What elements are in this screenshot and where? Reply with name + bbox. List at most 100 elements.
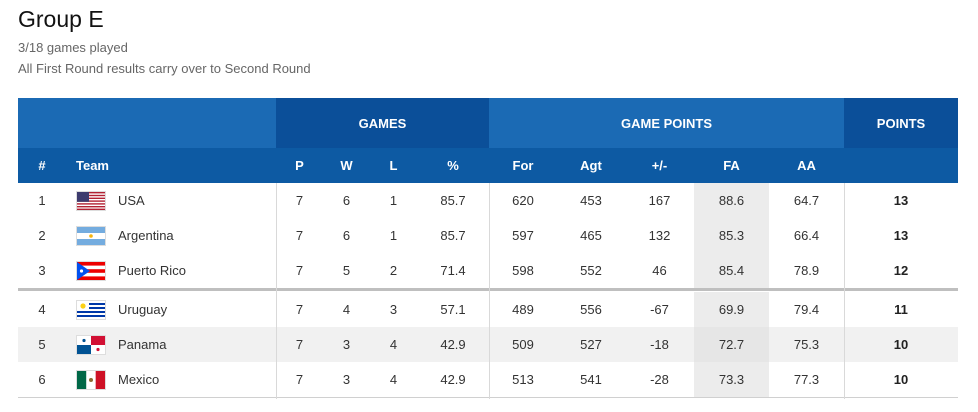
p-cell: 7 <box>295 193 304 208</box>
team-cell[interactable]: Panama <box>76 327 276 362</box>
p-cell: 7 <box>295 228 304 243</box>
col-fa[interactable]: FA <box>723 158 740 173</box>
rank-cell: 2 <box>38 228 46 243</box>
divider-points-left <box>844 183 845 399</box>
l-cell: 1 <box>389 228 398 243</box>
divider-games-left <box>276 183 277 399</box>
team-name: Argentina <box>118 228 174 243</box>
l-cell: 1 <box>389 193 398 208</box>
fa-cell: 85.4 <box>694 253 769 288</box>
rank-cell: 4 <box>38 302 46 317</box>
w-cell: 6 <box>342 228 351 243</box>
table-row[interactable]: 1 USA 7 6 1 85.7 620 453 167 88.6 64.7 1… <box>18 183 958 218</box>
header-games: GAMES <box>276 98 489 148</box>
carry-over-note: All First Round results carry over to Se… <box>18 61 311 76</box>
p-cell: 7 <box>295 302 304 317</box>
col-agt[interactable]: Agt <box>580 158 602 173</box>
agt-cell: 552 <box>580 263 602 278</box>
team-cell[interactable]: Uruguay <box>76 292 276 327</box>
panama-flag-icon <box>76 334 106 355</box>
aa-cell: 78.9 <box>793 263 820 278</box>
agt-cell: 541 <box>580 372 602 387</box>
rank-cell: 1 <box>38 193 46 208</box>
diff-cell: 46 <box>652 263 667 278</box>
w-cell: 3 <box>342 337 351 352</box>
puerto-rico-flag-icon <box>76 260 106 281</box>
col-p[interactable]: P <box>295 158 304 173</box>
col-rank[interactable]: # <box>38 158 46 173</box>
header-column-row: # Team P W L % For Agt +/- FA AA <box>18 148 958 183</box>
col-pct[interactable]: % <box>447 158 459 173</box>
for-cell: 513 <box>512 372 534 387</box>
points-cell: 13 <box>893 228 909 243</box>
rank-cell: 3 <box>38 263 46 278</box>
p-cell: 7 <box>295 372 304 387</box>
team-cell[interactable]: USA <box>76 183 276 218</box>
col-diff[interactable]: +/- <box>651 158 668 173</box>
diff-cell: -67 <box>650 302 669 317</box>
aa-cell: 75.3 <box>793 337 820 352</box>
points-cell: 10 <box>893 372 909 387</box>
p-cell: 7 <box>295 263 304 278</box>
team-cell[interactable]: Puerto Rico <box>76 253 276 288</box>
usa-flag-icon <box>76 190 106 211</box>
standings-table: GAMES GAME POINTS POINTS # Team P W L % … <box>18 98 958 399</box>
col-w[interactable]: W <box>340 158 353 173</box>
team-name: Mexico <box>118 372 160 387</box>
team-name: Panama <box>118 337 167 352</box>
table-row[interactable]: 3 Puerto Rico 7 5 2 71.4 598 552 46 85.4… <box>18 253 958 288</box>
argentina-flag-icon <box>76 225 106 246</box>
rank-cell: 6 <box>38 372 46 387</box>
team-cell[interactable]: Argentina <box>76 218 276 253</box>
fa-cell: 85.3 <box>694 218 769 253</box>
p-cell: 7 <box>295 337 304 352</box>
fa-cell: 72.7 <box>694 327 769 362</box>
w-cell: 5 <box>342 263 351 278</box>
pct-cell: 57.1 <box>440 302 466 317</box>
col-aa[interactable]: AA <box>797 158 816 173</box>
agt-cell: 453 <box>580 193 602 208</box>
divider-gamepoints-left <box>489 183 490 399</box>
table-row[interactable]: 6 Mexico 7 3 4 42.9 513 541 -28 73.3 77.… <box>18 362 958 397</box>
team-cell[interactable]: Mexico <box>76 362 276 397</box>
team-name: Uruguay <box>118 302 168 317</box>
header-points: POINTS <box>844 98 958 148</box>
col-l[interactable]: L <box>389 158 398 173</box>
diff-cell: -18 <box>650 337 669 352</box>
points-cell: 12 <box>893 263 909 278</box>
col-points-blank <box>844 148 958 183</box>
points-cell: 13 <box>893 193 909 208</box>
col-team[interactable]: Team <box>76 158 109 173</box>
rank-cell: 5 <box>38 337 46 352</box>
fa-cell: 88.6 <box>694 183 769 218</box>
col-for[interactable]: For <box>512 158 534 173</box>
table-body: 1 USA 7 6 1 85.7 620 453 167 88.6 64.7 1… <box>18 183 958 399</box>
team-name: USA <box>118 193 145 208</box>
header-blank <box>18 98 276 148</box>
fa-cell: 69.9 <box>694 292 769 327</box>
for-cell: 489 <box>512 302 534 317</box>
aa-cell: 64.7 <box>793 193 820 208</box>
agt-cell: 465 <box>580 228 602 243</box>
table-row[interactable]: 2 Argentina 7 6 1 85.7 597 465 132 85.3 … <box>18 218 958 253</box>
pct-cell: 85.7 <box>440 193 466 208</box>
diff-cell: 167 <box>648 193 671 208</box>
aa-cell: 79.4 <box>793 302 820 317</box>
diff-cell: 132 <box>648 228 671 243</box>
w-cell: 3 <box>342 372 351 387</box>
page-title: Group E <box>18 6 104 32</box>
table-row[interactable]: 5 Panama 7 3 4 42.9 509 527 -18 72.7 75.… <box>18 327 958 362</box>
agt-cell: 556 <box>580 302 602 317</box>
table-row[interactable]: 4 Uruguay 7 4 3 57.1 489 556 -67 69.9 79… <box>18 292 958 327</box>
table-bottom-border <box>18 397 958 398</box>
l-cell: 4 <box>389 372 398 387</box>
aa-cell: 66.4 <box>793 228 820 243</box>
l-cell: 3 <box>389 302 398 317</box>
team-name: Puerto Rico <box>118 263 186 278</box>
for-cell: 620 <box>512 193 534 208</box>
for-cell: 598 <box>512 263 534 278</box>
pct-cell: 42.9 <box>440 372 466 387</box>
agt-cell: 527 <box>580 337 602 352</box>
l-cell: 2 <box>389 263 398 278</box>
fa-cell: 73.3 <box>694 362 769 397</box>
